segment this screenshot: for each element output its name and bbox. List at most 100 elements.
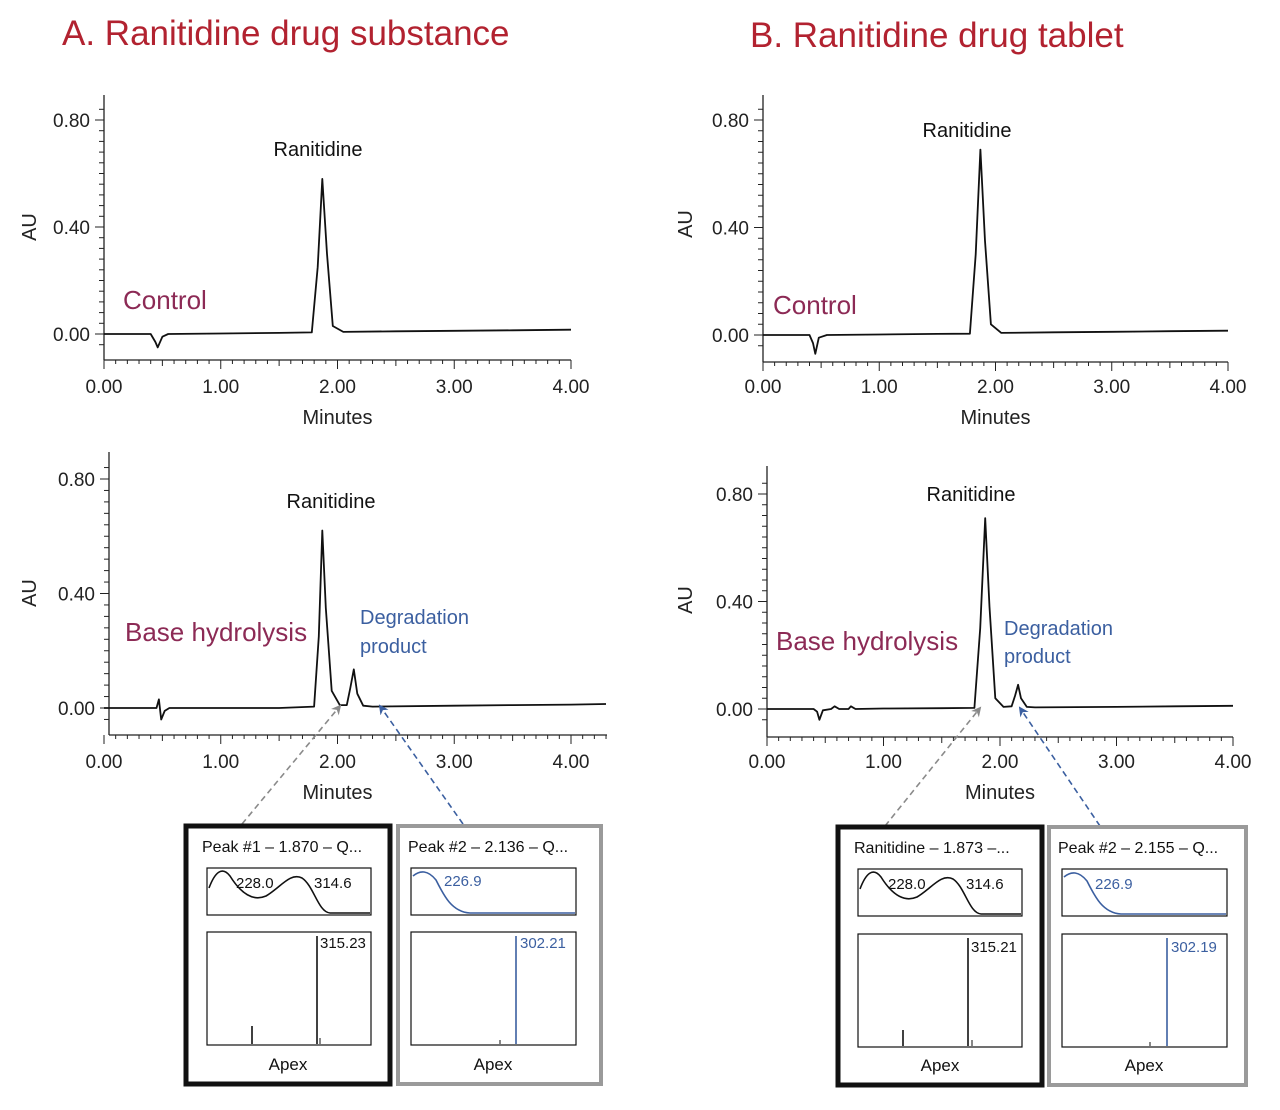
y-tick-label: 0.00 [53, 325, 90, 346]
peak-label-b-base: Ranitidine [927, 484, 1016, 506]
ms-value: 302.19 [1171, 939, 1217, 956]
x-axis-title: Minutes [302, 782, 372, 804]
y-axis-title: AU [19, 579, 41, 607]
chromatogram-trace [767, 517, 1234, 721]
x-tick-label: 4.00 [553, 377, 590, 398]
uv-spectrum-trace [412, 871, 575, 914]
x-tick-label: 4.00 [553, 752, 590, 773]
condition-label-b-base: Base hydrolysis [776, 626, 958, 656]
y-tick-label: 0.00 [716, 700, 753, 721]
inset-frame [835, 824, 1045, 1088]
x-axis-title: Minutes [965, 782, 1035, 804]
arrow-b-peak2 [1018, 706, 1101, 827]
x-tick-label: 2.00 [319, 752, 356, 773]
ms-spectrum-frame [1061, 933, 1228, 1048]
ms-value: 315.23 [320, 935, 366, 952]
x-tick-label: 1.00 [865, 752, 902, 773]
x-tick-label: 0.00 [749, 752, 786, 773]
uv-value-1: 226.9 [1095, 876, 1133, 893]
y-tick-label: 0.80 [712, 111, 749, 132]
panel-b-title: B. Ranitidine drug tablet [750, 16, 1124, 55]
y-tick-label: 0.80 [53, 111, 90, 132]
arrow-b-peak1 [884, 706, 982, 827]
y-tick-label: 0.80 [716, 485, 753, 506]
inset-frame [1047, 825, 1248, 1087]
inset-b-peak1: Ranitidine – 1.873 –... 228.0 314.6 315.… [835, 824, 1045, 1088]
peak-label-a-base: Ranitidine [287, 491, 376, 513]
uv-value-1: 228.0 [236, 875, 274, 892]
y-tick-label: 0.00 [712, 326, 749, 347]
x-tick-label: 3.00 [1098, 752, 1135, 773]
uv-spectrum-frame [206, 867, 372, 916]
apex-label: Apex [1125, 1056, 1164, 1075]
x-tick-label: 2.00 [982, 752, 1019, 773]
x-tick-label: 3.00 [436, 752, 473, 773]
y-tick-label: 0.40 [716, 593, 753, 614]
y-tick-label: 0.00 [58, 699, 95, 720]
x-tick-label: 3.00 [436, 377, 473, 398]
condition-label-a-base: Base hydrolysis [125, 617, 307, 647]
degradation-label-b-line2: product [1004, 646, 1071, 668]
uv-spectrum-trace [1063, 872, 1226, 915]
y-axis-title: AU [675, 210, 697, 238]
x-axis-title: Minutes [302, 407, 372, 429]
inset-title: Ranitidine – 1.873 –... [854, 840, 1010, 857]
inset-b-peak2: Peak #2 – 2.155 – Q... 226.9 302.19 Apex [1047, 825, 1248, 1087]
arrow-a-peak2 [378, 704, 464, 825]
apex-label: Apex [474, 1055, 513, 1074]
degradation-label-a-line1: Degradation [360, 607, 469, 629]
degradation-label-a-line2: product [360, 636, 427, 658]
y-tick-label: 0.40 [58, 585, 95, 606]
condition-label-a-control: Control [123, 285, 207, 315]
inset-frame [183, 823, 393, 1087]
x-tick-label: 1.00 [861, 377, 898, 398]
ms-spectrum-frame [410, 931, 577, 1046]
arrow-a-peak1 [241, 704, 342, 825]
uv-value-2: 314.6 [966, 876, 1004, 893]
x-tick-label: 1.00 [202, 377, 239, 398]
uv-value-1: 226.9 [444, 873, 482, 890]
condition-label-b-control: Control [773, 290, 857, 320]
y-axis-title: AU [19, 213, 41, 241]
x-tick-label: 3.00 [1093, 377, 1130, 398]
peak-label-a-control: Ranitidine [274, 139, 363, 161]
y-tick-label: 0.40 [712, 219, 749, 240]
panel-a-title: A. Ranitidine drug substance [62, 14, 510, 53]
x-tick-label: 4.00 [1210, 377, 1247, 398]
ms-value: 302.21 [520, 935, 566, 952]
uv-value-1: 228.0 [888, 876, 926, 893]
apex-label: Apex [269, 1055, 308, 1074]
ms-value: 315.21 [971, 939, 1017, 956]
chart-b-control: 0.00 1.00 2.00 3.00 4.00 0.00 0.40 0.80 Minutes A… [675, 95, 1246, 429]
inset-title: Peak #1 – 1.870 – Q... [202, 839, 362, 856]
x-tick-label: 0.00 [86, 377, 123, 398]
chromatogram-trace [763, 148, 1229, 355]
y-tick-label: 0.40 [53, 218, 90, 239]
x-tick-label: 2.00 [319, 377, 356, 398]
y-tick-label: 0.80 [58, 470, 95, 491]
chromatogram-trace [104, 529, 607, 721]
x-tick-label: 4.00 [1215, 752, 1252, 773]
uv-spectrum-frame [410, 867, 577, 916]
x-axis-title: Minutes [960, 407, 1030, 429]
inset-title: Peak #2 – 2.155 – Q... [1058, 840, 1218, 857]
uv-spectrum-trace [208, 870, 370, 914]
uv-spectrum-trace [859, 871, 1021, 915]
inset-a-peak1: Peak #1 – 1.870 – Q... 228.0 314.6 315.2… [183, 823, 393, 1087]
uv-spectrum-frame [857, 868, 1023, 917]
x-tick-label: 1.00 [202, 752, 239, 773]
x-tick-label: 0.00 [745, 377, 782, 398]
inset-a-peak2: Peak #2 – 2.136 – Q... 226.9 302.21 Apex [396, 824, 603, 1086]
uv-value-2: 314.6 [314, 875, 352, 892]
chromatogram-trace [104, 178, 572, 349]
ms-spectrum-frame [857, 933, 1023, 1048]
chart-b-base-hydrolysis: 0.00 1.00 2.00 3.00 4.00 0.00 0.40 0.80 Minutes A… [675, 466, 1251, 804]
chart-a-base-hydrolysis: 0.00 1.00 2.00 3.00 4.00 0.00 0.40 0.80 Minutes A… [19, 452, 607, 804]
uv-spectrum-frame [1061, 868, 1228, 917]
degradation-label-b-line1: Degradation [1004, 618, 1113, 640]
x-tick-label: 2.00 [977, 377, 1014, 398]
apex-label: Apex [921, 1056, 960, 1075]
y-axis-title: AU [675, 586, 697, 614]
peak-label-b-control: Ranitidine [923, 120, 1012, 142]
